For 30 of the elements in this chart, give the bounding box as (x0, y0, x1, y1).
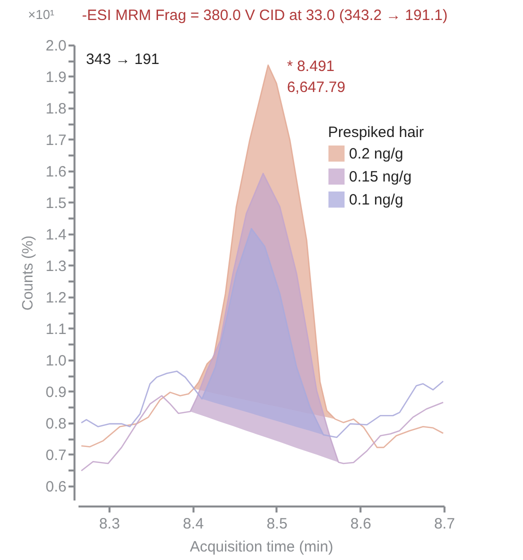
annotation: 343 → 191 (86, 51, 160, 68)
x-tick-label: 8.6 (350, 516, 372, 532)
legend-label: 0.1 ng/g (349, 192, 404, 208)
y-tick-label: 2.0 (46, 38, 66, 54)
x-tick-label: 8.7 (434, 516, 455, 532)
y-tick-label: 0.6 (46, 478, 66, 496)
x-tick-label: 8.4 (182, 516, 204, 532)
y-tick-label: 1.8 (46, 100, 66, 118)
y-tick-label: 0.8 (46, 415, 66, 432)
y-tick-label: 1.0 (46, 352, 66, 370)
y-tick-label: 1.4 (46, 226, 66, 244)
x-tick-label: 8.5 (266, 516, 288, 532)
y-tick-label: 1.5 (46, 194, 66, 212)
y-axis-title: Counts (%) (20, 235, 37, 311)
text: ×10¹ (28, 7, 56, 22)
y-tick-label: 1.1 (46, 320, 66, 338)
x-tick-label: 8.3 (99, 516, 120, 532)
y-tick-label: 0.7 (46, 446, 66, 464)
x-axis-title: Acquisition time (min) (190, 538, 334, 556)
chart-title: -ESI MRM Frag = 380.0 V CID at 33.0 (343.2 → 191.1) (82, 7, 448, 24)
y-tick-label: 1.9 (46, 68, 66, 86)
legend-label: 0.2 ng/g (349, 146, 404, 162)
y-tick-label: 1.7 (46, 132, 66, 149)
y-tick-label: 0.9 (46, 384, 66, 401)
annotation: * 8.491 6,647.79 (286, 58, 346, 96)
y-tick-label: 1.2 (46, 289, 66, 306)
legend-label: 0.15 ng/g (349, 168, 412, 186)
y-tick-label: 1.6 (46, 163, 66, 180)
legend-title: Prespiked hair (328, 124, 424, 141)
y-tick-label: 1.3 (46, 258, 66, 275)
